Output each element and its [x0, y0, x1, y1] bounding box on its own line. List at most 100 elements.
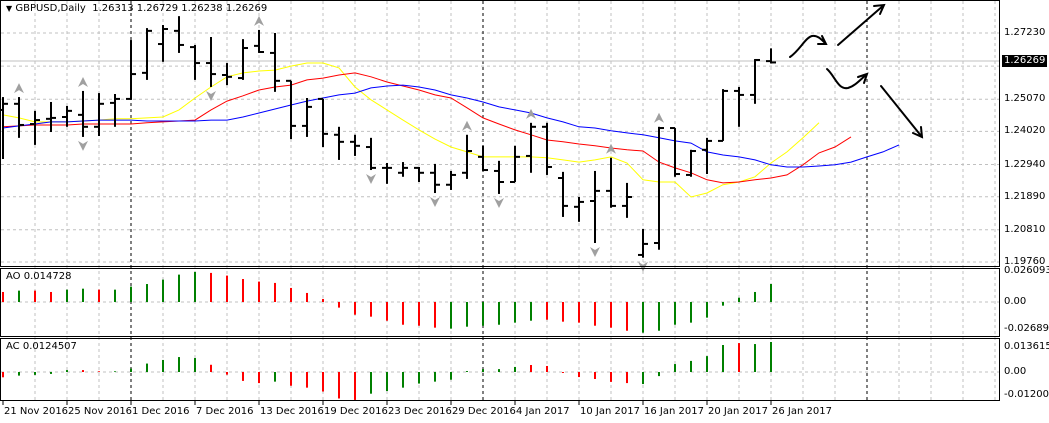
fractal-up-icon — [606, 143, 616, 154]
ohlc-bar — [222, 63, 232, 86]
fractal-up-icon — [462, 120, 472, 131]
fractal-up-icon — [526, 108, 536, 119]
ohlc-bar — [622, 182, 632, 218]
ohlc-bar — [462, 134, 472, 179]
ao-axis-zero: 0.00 — [1004, 296, 1027, 307]
price-tick-label: 1.21890 — [1004, 190, 1046, 202]
ohlc-bar — [414, 166, 424, 182]
panel-borders — [0, 0, 1000, 401]
fractal-down-icon — [494, 197, 504, 208]
ohlc-bar — [718, 89, 728, 142]
ac-axis-min: -0.012001 — [1004, 389, 1049, 400]
open-value: 1.26313 — [92, 3, 134, 14]
ohlc-bar — [0, 97, 8, 159]
price-tick-label: 1.20810 — [1004, 223, 1046, 235]
ac-label: AC 0.0124507 — [6, 341, 77, 352]
price-tick-label: 1.19760 — [1004, 256, 1046, 267]
date-tick-label: 4 Jan 2017 — [516, 406, 570, 417]
ohlc-bar — [702, 137, 712, 175]
low-value: 1.26238 — [181, 3, 223, 14]
ohlc-bar — [686, 149, 696, 177]
alligator-teeth-line — [2, 72, 852, 184]
fractal-up-icon — [654, 112, 664, 123]
price-tick-label: 1.22940 — [1004, 158, 1046, 170]
ohlc-bar — [542, 122, 552, 175]
ohlc-bar — [302, 97, 312, 137]
ohlc-bar — [510, 145, 520, 183]
arrow-up-right — [837, 3, 886, 46]
date-tick-label: 7 Dec 2016 — [196, 406, 254, 417]
ohlc-bar — [174, 16, 184, 53]
ohlc-bar — [14, 97, 24, 138]
ohlc-bar — [318, 97, 328, 148]
alligator-jaw-line — [2, 84, 900, 168]
ohlc-bar — [350, 134, 360, 156]
ohlc-bar — [494, 160, 504, 194]
high-value: 1.26729 — [136, 3, 179, 14]
alligator-indicator — [2, 62, 900, 198]
wave-arrow-down-up — [826, 68, 869, 90]
date-tick-label: 29 Dec 2016 — [452, 406, 516, 417]
fractal-down-icon — [430, 197, 440, 208]
ohlc-bar — [446, 170, 456, 190]
ohlc-bar — [238, 39, 248, 80]
ohlc-bar — [670, 127, 680, 177]
ohlc-bar — [286, 79, 296, 140]
ohlc-bars — [0, 16, 776, 258]
price-tick-label: 1.27230 — [1004, 27, 1046, 38]
date-ticks — [2, 401, 772, 405]
ohlc-bar — [142, 28, 152, 80]
date-tick-label: 10 Jan 2017 — [580, 406, 640, 417]
ohlc-bar — [190, 44, 200, 80]
date-tick-label: 25 Nov 2016 — [68, 406, 133, 417]
ac-axis-zero: 0.00 — [1004, 366, 1027, 377]
chart-header: ▼ GBPUSD,Daily 1.26313 1.26729 1.26238 1… — [6, 3, 267, 15]
ohlc-bar — [654, 126, 664, 250]
ohlc-bar — [638, 228, 648, 258]
ohlc-bar — [558, 171, 568, 217]
date-tick-label: 21 Nov 2016 — [4, 406, 69, 417]
date-tick-label: 19 Dec 2016 — [324, 406, 388, 417]
ohlc-bar — [574, 197, 584, 222]
fractal-down-icon — [206, 90, 216, 101]
date-tick-label: 13 Dec 2016 — [260, 406, 324, 417]
date-tick-label: 23 Dec 2016 — [388, 406, 452, 417]
date-tick-label: 20 Jan 2017 — [708, 406, 768, 417]
fractals — [14, 15, 664, 272]
hand-drawn-arrows — [789, 3, 924, 139]
date-tick-label: 16 Jan 2017 — [644, 406, 704, 417]
close-value: 1.26269 — [225, 3, 268, 14]
fractal-up-icon — [78, 76, 88, 87]
ohlc-bar — [334, 126, 344, 160]
fractal-up-icon — [14, 83, 24, 94]
ohlc-bar — [62, 105, 72, 127]
date-tick-label: 26 Jan 2017 — [772, 406, 832, 417]
ohlc-bar — [606, 157, 616, 208]
ohlc-bar — [478, 145, 488, 172]
ohlc-bar — [30, 110, 40, 145]
ohlc-bar — [94, 93, 104, 137]
ohlc-bar — [158, 25, 168, 62]
dropdown-triangle-icon[interactable]: ▼ — [6, 4, 13, 13]
fractal-down-icon — [366, 174, 376, 185]
ohlc-bar — [78, 90, 88, 137]
ohlc-bar — [734, 86, 744, 127]
ohlc-bar — [366, 137, 376, 171]
ohlc-bar — [382, 162, 392, 184]
ohlc-bar — [110, 94, 120, 127]
price-tick-label: 1.25070 — [1004, 93, 1046, 105]
ohlc-bar — [398, 162, 408, 177]
alligator-lips-line — [2, 62, 820, 198]
ohlc-bar — [526, 122, 536, 173]
ohlc-bar — [46, 101, 56, 133]
fractal-down-icon — [590, 246, 600, 257]
ac-axis-max: 0.013615 — [1004, 341, 1049, 352]
fractal-down-icon — [78, 140, 88, 151]
ac-histogram — [2, 341, 772, 400]
symbol-label: GBPUSD,Daily — [15, 3, 86, 14]
arrow-down-right — [880, 85, 924, 139]
ohlc-bar — [750, 58, 760, 104]
ohlc-bar — [206, 36, 216, 87]
ohlc-bar — [766, 48, 776, 64]
